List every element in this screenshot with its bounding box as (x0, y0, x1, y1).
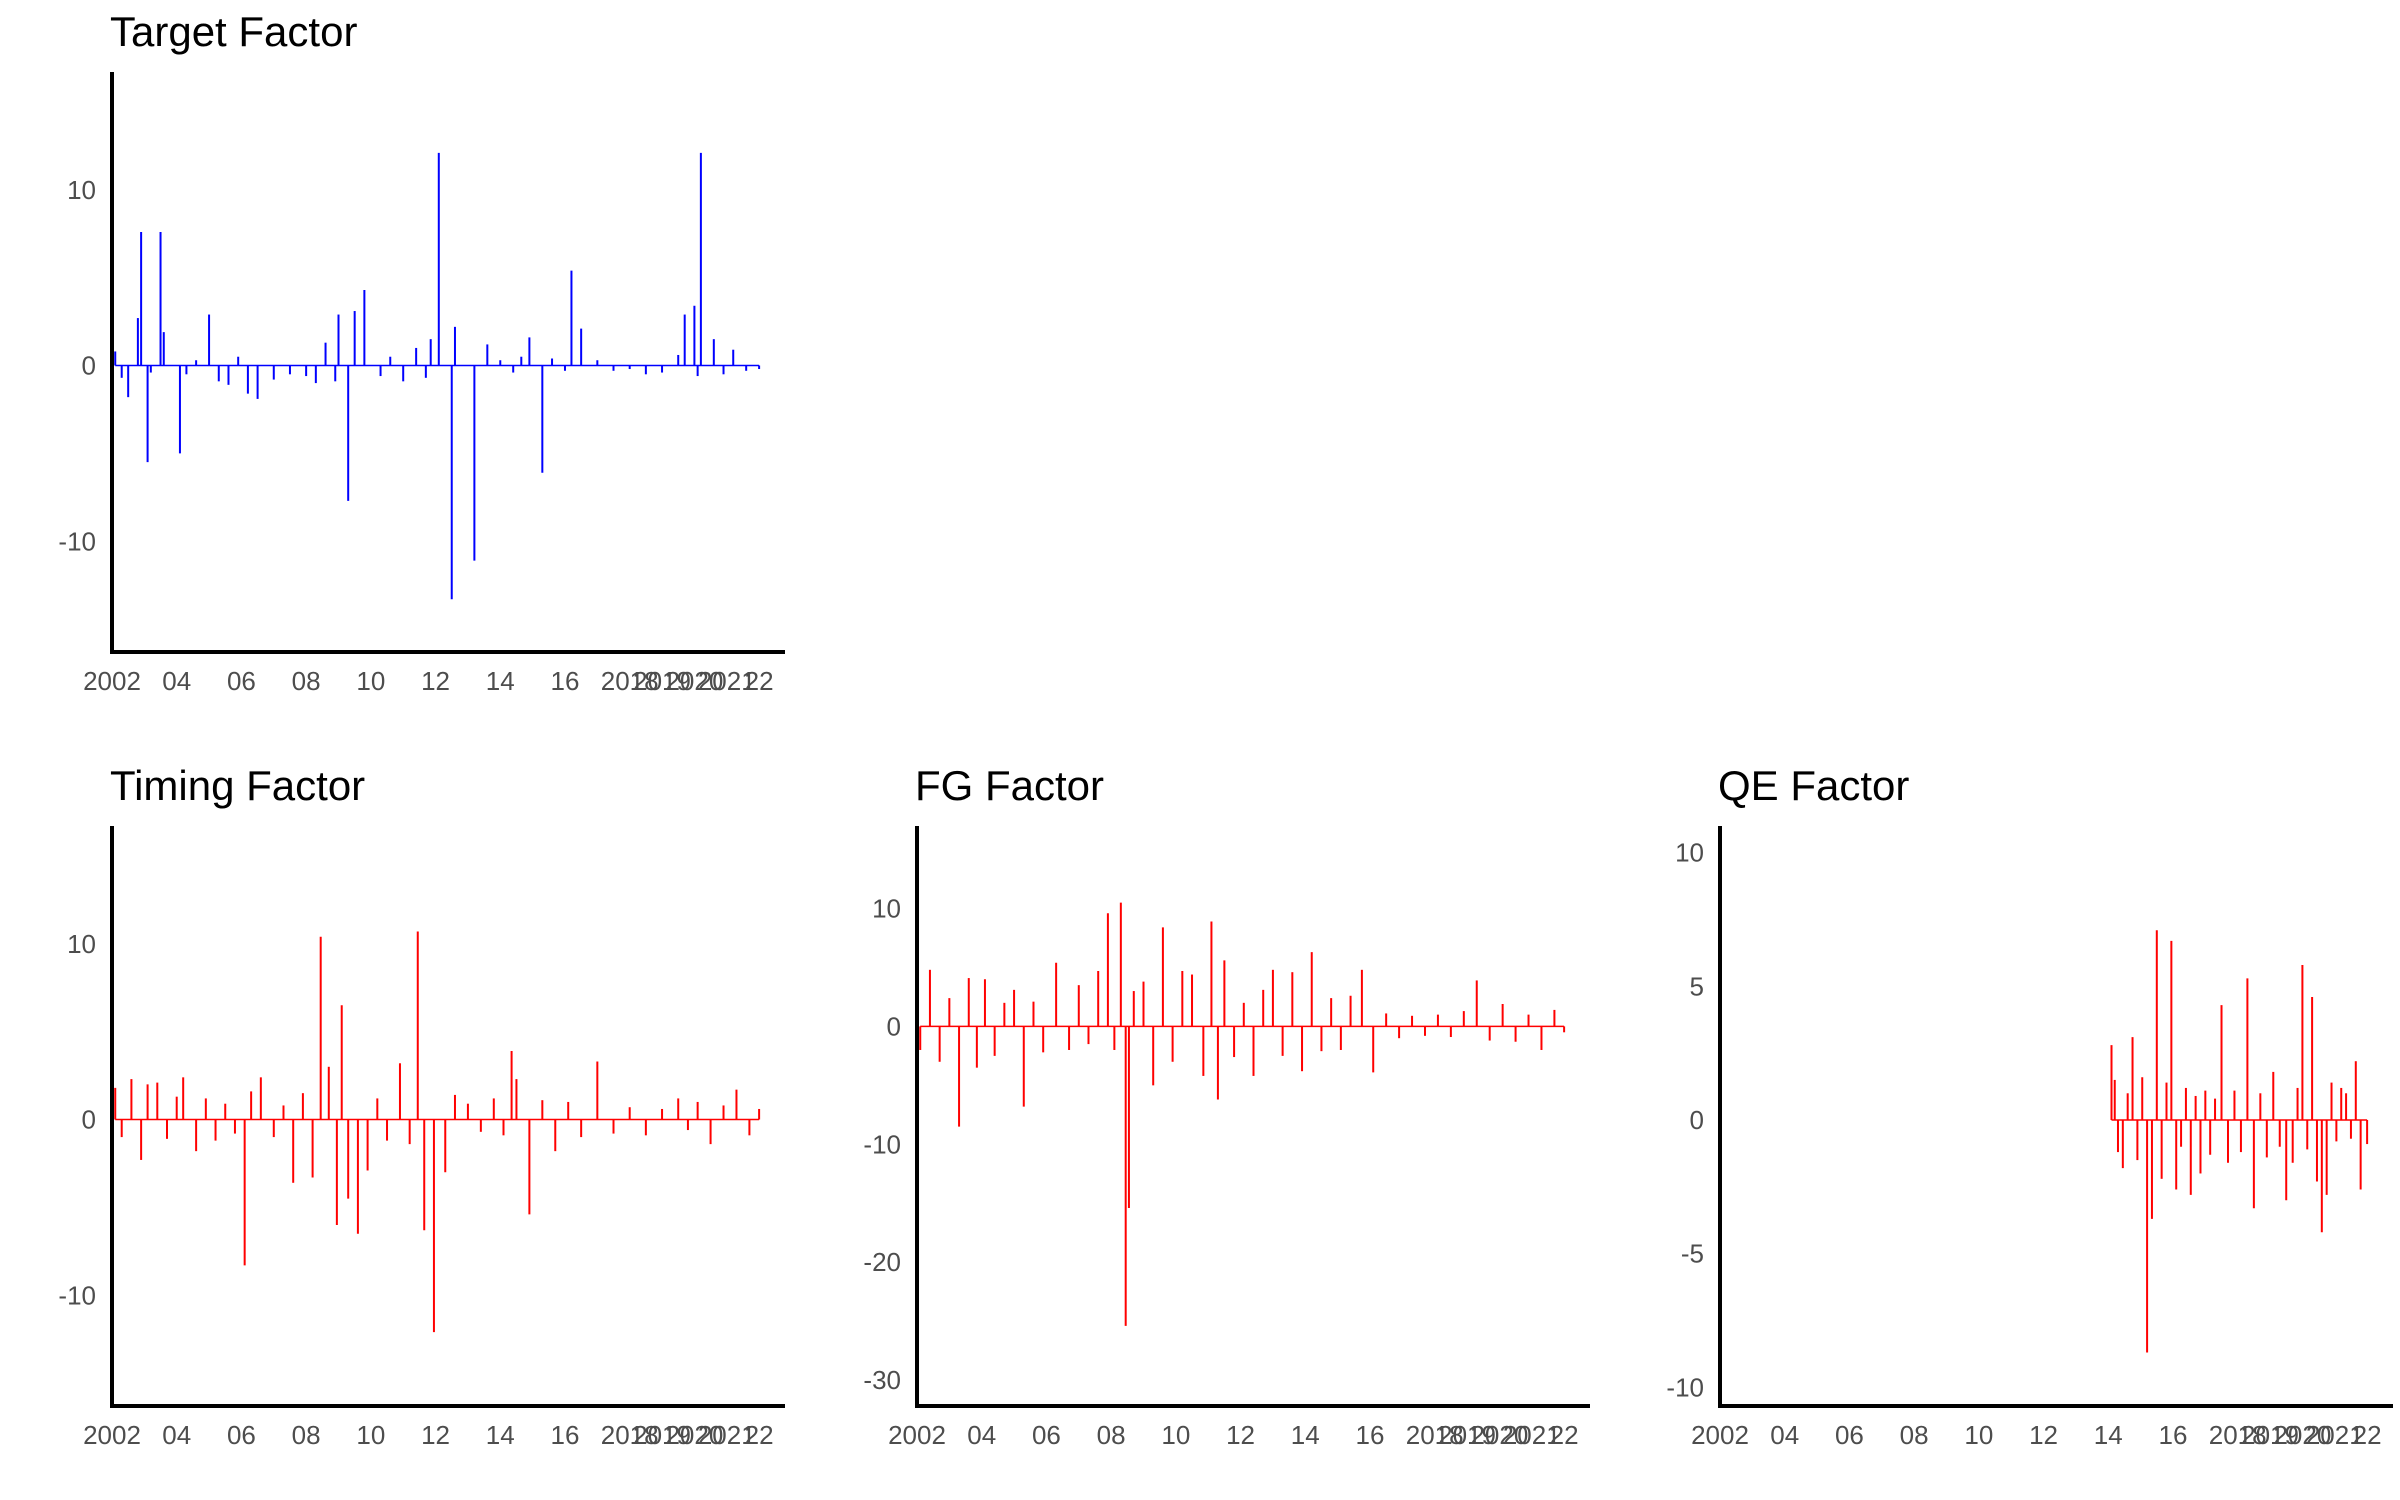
y-tick-label: -10 (1666, 1372, 1704, 1402)
qe-factor-title: QE Factor (1718, 762, 1909, 809)
x-tick-label: 12 (1226, 1420, 1255, 1450)
y-tick-label: 10 (872, 894, 901, 924)
x-tick-label: 10 (356, 1420, 385, 1450)
x-tick-label: 10 (1964, 1420, 1993, 1450)
x-tick-label: 06 (227, 1420, 256, 1450)
y-tick-label: -5 (1681, 1239, 1704, 1269)
x-tick-label: 22 (745, 666, 774, 696)
y-tick-label: 10 (67, 175, 96, 205)
x-tick-label: 16 (551, 1420, 580, 1450)
x-tick-label: 12 (421, 666, 450, 696)
x-tick-label: 04 (162, 666, 191, 696)
y-tick-label: 0 (1690, 1105, 1704, 1135)
x-tick-label: 14 (1291, 1420, 1320, 1450)
timing-factor-title: Timing Factor (110, 762, 365, 809)
x-tick-label: 12 (2029, 1420, 2058, 1450)
x-tick-label: 16 (2159, 1420, 2188, 1450)
x-tick-label: 2002 (888, 1420, 946, 1450)
y-tick-label: -30 (863, 1365, 901, 1395)
y-tick-label: -20 (863, 1247, 901, 1277)
x-tick-label: 2002 (83, 1420, 141, 1450)
x-tick-label: 22 (1550, 1420, 1579, 1450)
x-tick-label: 08 (292, 1420, 321, 1450)
y-tick-label: 10 (1675, 838, 1704, 868)
x-tick-label: 22 (2353, 1420, 2382, 1450)
x-tick-label: 2002 (83, 666, 141, 696)
x-tick-label: 06 (1032, 1420, 1061, 1450)
fg-factor-panel: FG Factor -30 -20 -10 0 10 2002 04 06 08 10 12 14 1… (863, 762, 1590, 1450)
x-tick-label: 06 (227, 666, 256, 696)
y-tick-label: 10 (67, 929, 96, 959)
timing-factor-panel: Timing Factor -10 0 10 2002 04 06 08 10 12 14 16 2… (58, 762, 785, 1450)
y-tick-label: 5 (1690, 971, 1704, 1001)
x-tick-label: 04 (162, 1420, 191, 1450)
x-tick-label: 14 (486, 666, 515, 696)
y-tick-label: 0 (887, 1011, 901, 1041)
x-tick-label: 04 (967, 1420, 996, 1450)
target-factor-title: Target Factor (110, 8, 357, 55)
x-tick-label: 08 (1900, 1420, 1929, 1450)
fg-factor-title: FG Factor (915, 762, 1104, 809)
x-tick-label: 16 (551, 666, 580, 696)
x-tick-label: 12 (421, 1420, 450, 1450)
x-tick-label: 16 (1356, 1420, 1385, 1450)
x-tick-label: 04 (1770, 1420, 1799, 1450)
x-tick-label: 14 (2094, 1420, 2123, 1450)
y-tick-label: -10 (58, 526, 96, 556)
y-tick-label: 0 (82, 351, 96, 381)
x-tick-label: 08 (1097, 1420, 1126, 1450)
x-tick-label: 14 (486, 1420, 515, 1450)
target-factor-panel: Target Factor -10 0 10 2002 04 06 08 10 12 14 16 2… (58, 8, 785, 696)
y-tick-label: -10 (863, 1129, 901, 1159)
x-tick-label: 10 (356, 666, 385, 696)
x-tick-label: 2002 (1691, 1420, 1749, 1450)
x-tick-label: 10 (1161, 1420, 1190, 1450)
x-tick-label: 08 (292, 666, 321, 696)
x-tick-label: 22 (745, 1420, 774, 1450)
x-tick-label: 06 (1835, 1420, 1864, 1450)
y-tick-label: 0 (82, 1105, 96, 1135)
y-tick-label: -10 (58, 1280, 96, 1310)
